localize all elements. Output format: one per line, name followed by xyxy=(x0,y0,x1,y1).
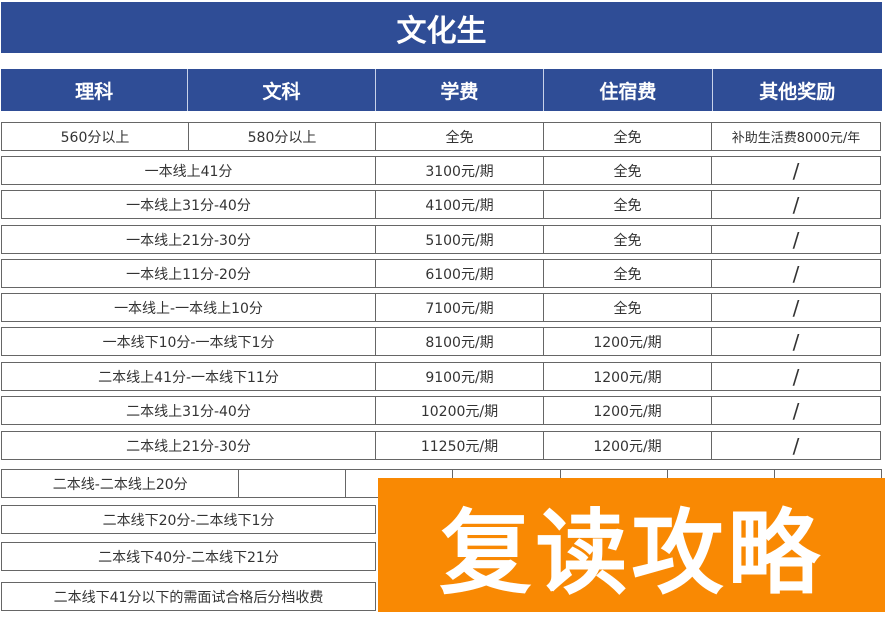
table-row: 一本线下10分-一本线下1分 8100元/期 1200元/期 / xyxy=(1,327,882,356)
cell-score-range: 二本线上41分-一本线下11分 xyxy=(1,362,376,391)
cell-score-range: 一本线上41分 xyxy=(1,156,376,185)
cell-score-range: 二本线下40分-二本线下21分 xyxy=(1,542,376,571)
cell-score-range: 一本线上11分-20分 xyxy=(1,259,376,288)
table-row: 二本线下40分-二本线下21分 xyxy=(1,542,882,571)
cell-tuition: 6100元/期 xyxy=(375,259,544,288)
cell-boarding: 全免 xyxy=(543,259,712,288)
cell-reward: / xyxy=(711,293,881,322)
cell-score-range: 一本线下10分-一本线下1分 xyxy=(1,327,376,356)
cell-reward: / xyxy=(711,396,881,425)
cell-reward: 补助生活费8000元/年 xyxy=(711,122,881,151)
cell-boarding: 全免 xyxy=(543,225,712,254)
table-row: 二本线上31分-40分 10200元/期 1200元/期 / xyxy=(1,396,882,425)
cell-boarding: 1200元/期 xyxy=(543,362,712,391)
cell-boarding: 全免 xyxy=(543,190,712,219)
cell-boarding: 1200元/期 xyxy=(543,396,712,425)
cell-tuition: 11250元/期 xyxy=(375,431,544,460)
cell-boarding: 全免 xyxy=(543,122,712,151)
page-title: 文化生 xyxy=(1,2,882,53)
cell-tuition: 3100元/期 xyxy=(375,156,544,185)
table-row: 一本线上-一本线上10分 7100元/期 全免 / xyxy=(1,293,882,322)
cell-reward: / xyxy=(711,190,881,219)
cell-score-range: 一本线上31分-40分 xyxy=(1,190,376,219)
cell-tuition: 4100元/期 xyxy=(375,190,544,219)
cell-tuition: 8100元/期 xyxy=(375,327,544,356)
cell-score-range: 一本线上-一本线上10分 xyxy=(1,293,376,322)
cell-tuition xyxy=(238,469,347,498)
cell-score-range: 二本线上31分-40分 xyxy=(1,396,376,425)
cell-tuition: 7100元/期 xyxy=(375,293,544,322)
cell-reward: / xyxy=(711,259,881,288)
cell-score-range: 二本线下20分-二本线下1分 xyxy=(1,505,376,534)
cell-tuition: 全免 xyxy=(375,122,544,151)
table-row: 一本线上11分-20分 6100元/期 全免 / xyxy=(1,259,882,288)
table-header: 理科 文科 学费 住宿费 其他奖励 xyxy=(1,69,882,111)
cell-boarding: 全免 xyxy=(543,156,712,185)
cell-reward: / xyxy=(711,327,881,356)
table-row: 二本线下20分-二本线下1分 xyxy=(1,505,882,534)
header-science: 理科 xyxy=(1,69,189,111)
table-row: 二本线上21分-30分 11250元/期 1200元/期 / xyxy=(1,431,882,460)
header-boarding: 住宿费 xyxy=(544,69,713,111)
cell-tuition: 5100元/期 xyxy=(375,225,544,254)
cell-reward: / xyxy=(711,431,881,460)
overlay-banner: 复读攻略 xyxy=(378,478,885,612)
cell-score-range: 二本线-二本线上20分 xyxy=(1,469,240,498)
table-row: 二本线上41分-一本线下11分 9100元/期 1200元/期 / xyxy=(1,362,882,391)
cell-tuition: 9100元/期 xyxy=(375,362,544,391)
header-reward: 其他奖励 xyxy=(759,80,836,103)
cell-boarding: 全免 xyxy=(543,293,712,322)
cell-reward: / xyxy=(711,156,881,185)
table-row: 一本线上21分-30分 5100元/期 全免 / xyxy=(1,225,882,254)
cell-score-range: 一本线上21分-30分 xyxy=(1,225,376,254)
cell-reward: / xyxy=(711,225,881,254)
header-tuition: 学费 xyxy=(376,69,545,111)
table-row: 一本线上31分-40分 4100元/期 全免 / xyxy=(1,190,882,219)
header-arts: 文科 xyxy=(188,69,376,111)
cell-score-range: 二本线下41分以下的需面试合格后分档收费 xyxy=(1,582,376,611)
cell-score-range: 二本线上21分-30分 xyxy=(1,431,376,460)
table-row: 二本线下41分以下的需面试合格后分档收费 xyxy=(1,582,882,611)
cell-science: 560分以上 xyxy=(1,122,189,151)
cell-boarding: 1200元/期 xyxy=(543,431,712,460)
table-row: 一本线上41分 3100元/期 全免 / xyxy=(1,156,882,185)
table-row: 560分以上 580分以上 全免 全免 补助生活费8000元/年 xyxy=(1,122,882,151)
cell-arts: 580分以上 xyxy=(188,122,376,151)
cell-boarding: 1200元/期 xyxy=(543,327,712,356)
cell-tuition: 10200元/期 xyxy=(375,396,544,425)
cell-reward: / xyxy=(711,362,881,391)
